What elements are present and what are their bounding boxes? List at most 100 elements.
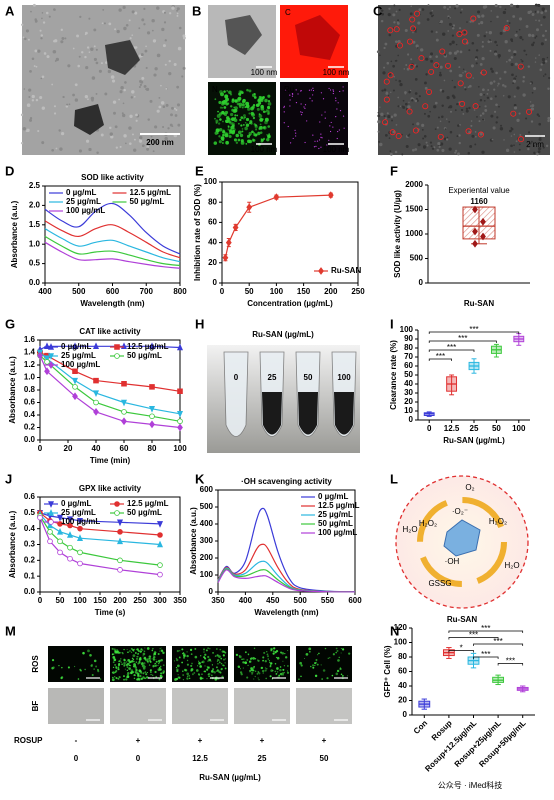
- map-dot: [312, 94, 314, 96]
- ros-dot: [207, 660, 209, 662]
- map-dot: [233, 108, 238, 113]
- texture: [449, 110, 453, 113]
- texture: [462, 113, 465, 115]
- ros-dot: [52, 666, 55, 669]
- texture: [383, 66, 386, 69]
- texture: [145, 45, 147, 48]
- texture: [522, 75, 526, 79]
- ros-dot: [242, 667, 244, 669]
- ros-dot: [142, 667, 146, 670]
- data-point: [480, 217, 486, 226]
- atom-marker: [412, 127, 419, 134]
- ros-dot: [219, 648, 222, 651]
- texture: [512, 79, 516, 83]
- ros-dot: [276, 656, 280, 660]
- map-dot: [267, 100, 271, 103]
- ros-dot: [223, 658, 225, 661]
- ros-dot: [235, 653, 239, 657]
- texture: [451, 40, 455, 44]
- texture: [176, 12, 179, 15]
- ros-dot: [287, 665, 289, 667]
- texture: [516, 86, 520, 90]
- y-tick-label: 1.6: [24, 335, 36, 344]
- texture: [154, 125, 158, 129]
- ros-dot: [149, 657, 152, 660]
- texture: [439, 73, 442, 77]
- ros-dot: [275, 656, 278, 658]
- map-dot: [238, 122, 240, 125]
- texture: [447, 16, 450, 19]
- atom-marker: [395, 133, 402, 140]
- texture: [547, 116, 551, 120]
- texture: [456, 102, 459, 106]
- map-dot: [241, 106, 244, 109]
- texture: [489, 97, 493, 101]
- texture: [141, 76, 145, 80]
- texture: [462, 68, 465, 70]
- ros-dot: [123, 648, 125, 651]
- x-tick-label: 150: [297, 287, 311, 296]
- texture: [376, 50, 380, 54]
- texture: [417, 143, 421, 147]
- ros-dot: [341, 674, 344, 677]
- map-dot: [246, 134, 251, 138]
- marker: [56, 514, 64, 522]
- marker: [57, 538, 63, 545]
- marker: [148, 405, 156, 413]
- ros-dot: [95, 665, 98, 668]
- marker: [157, 562, 163, 568]
- y-tick-label: 2000: [405, 180, 423, 189]
- y-tick-label: 0.6: [24, 398, 36, 407]
- ros-dot: [115, 666, 118, 669]
- x-tick-label: 80: [148, 444, 157, 453]
- marker: [121, 417, 127, 426]
- scale-label: 100 nm: [251, 68, 278, 77]
- map-dot: [300, 90, 302, 92]
- m-axis-label: Ru-SAN (µg/mL): [199, 773, 261, 782]
- ros-dot: [144, 658, 148, 662]
- x-tick-label: 400: [38, 287, 52, 296]
- panel-label: I: [390, 316, 394, 331]
- texture: [429, 55, 432, 59]
- ros-dot: [239, 671, 243, 674]
- marker: [67, 522, 73, 529]
- marker: [72, 392, 78, 401]
- map-dot: [329, 130, 332, 133]
- texture: [101, 22, 104, 25]
- map-dot: [245, 142, 248, 145]
- texture: [102, 8, 105, 11]
- texture: [437, 116, 440, 119]
- atom-marker: [433, 62, 440, 69]
- texture: [496, 116, 499, 119]
- texture: [510, 135, 513, 137]
- marker: [77, 525, 83, 532]
- map-dot: [229, 105, 233, 108]
- marker: [222, 253, 229, 262]
- texture: [483, 93, 486, 96]
- dose-label: 25: [258, 754, 267, 763]
- map-dot: [304, 107, 306, 109]
- y-tick-label: 70: [404, 352, 413, 361]
- texture: [427, 114, 431, 118]
- ros-dot: [186, 663, 189, 666]
- ros-dot: [224, 662, 226, 664]
- ros-dot: [175, 677, 179, 681]
- texture: [542, 15, 546, 19]
- ros-dot: [278, 674, 281, 677]
- x-tick-label: 60: [120, 444, 129, 453]
- texture: [458, 66, 461, 69]
- ros-dot: [134, 674, 137, 676]
- marker: [176, 343, 184, 351]
- texture: [538, 19, 541, 22]
- ros-dot: [112, 671, 115, 674]
- texture: [434, 128, 437, 130]
- ros-dot: [262, 672, 264, 674]
- texture: [154, 140, 158, 145]
- ros-dot: [82, 651, 85, 655]
- texture: [386, 61, 390, 65]
- texture: [23, 88, 26, 90]
- y-tick-label: 0.5: [24, 508, 36, 517]
- texture: [402, 99, 405, 102]
- map-dot: [259, 96, 264, 101]
